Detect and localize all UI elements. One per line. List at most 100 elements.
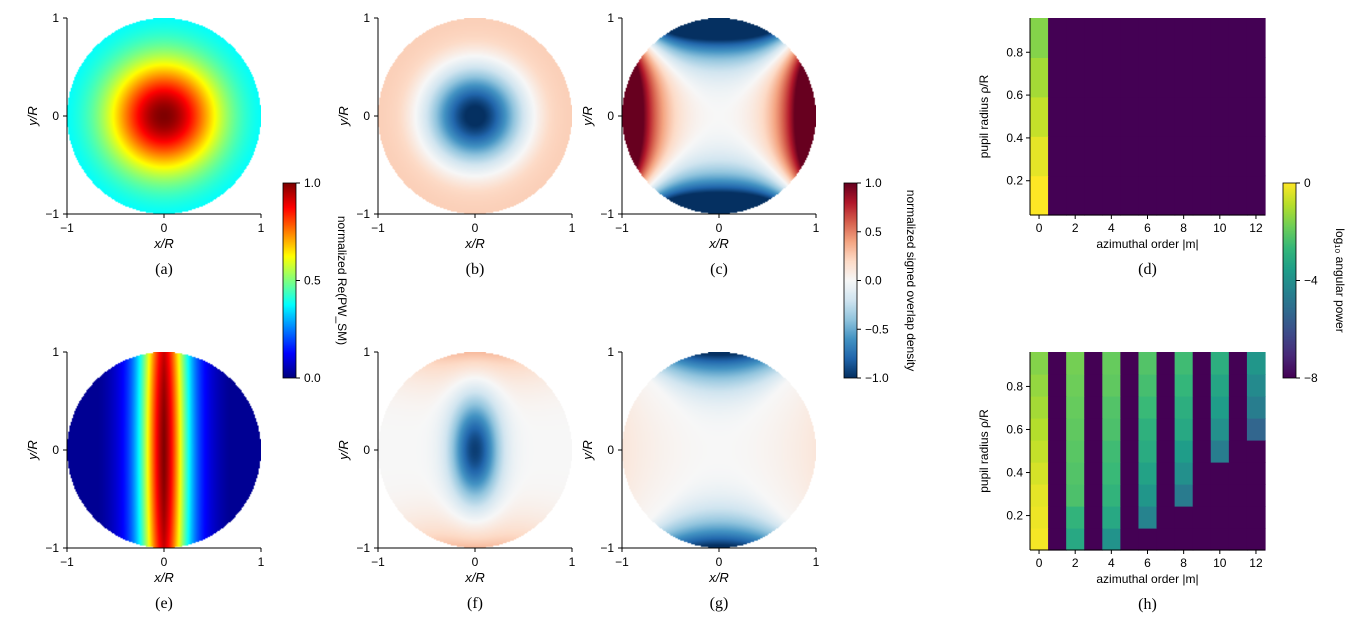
heatmap-cell — [1210, 136, 1230, 177]
heatmap-cell — [1066, 528, 1085, 551]
x-tick-label: 2 — [1072, 221, 1079, 235]
heatmap-cell — [1120, 484, 1140, 507]
heatmap-cell — [1246, 462, 1266, 485]
heatmap-cell — [1138, 57, 1158, 98]
heatmap-cell — [1246, 96, 1266, 137]
heatmap-cell — [1066, 96, 1085, 137]
heatmap-cell — [1228, 506, 1248, 529]
heatmap-cell — [1048, 352, 1067, 375]
heatmap-cell — [1030, 136, 1049, 177]
heatmap-cell — [1084, 136, 1103, 177]
heatmap-cell — [1246, 506, 1266, 529]
x-axis-label: x/R — [708, 570, 729, 585]
heatmap-cell — [1102, 396, 1121, 419]
x-axis-label: azimuthal order |m| — [1096, 572, 1198, 586]
heatmap-cell — [1138, 528, 1158, 551]
heatmap-cell — [1228, 136, 1248, 177]
heatmap-cell — [1120, 396, 1140, 419]
heatmap-cell — [1228, 418, 1248, 441]
heatmap-cell — [1174, 418, 1194, 441]
x-tick-label: −1 — [615, 221, 629, 235]
x-axis-label: x/R — [708, 236, 729, 251]
x-tick-label: 6 — [1144, 556, 1151, 570]
heatmap-cell — [1192, 57, 1212, 98]
heatmap-cell — [1138, 374, 1158, 397]
heatmap-cell — [1138, 396, 1158, 419]
heatmap-cell — [1156, 352, 1176, 375]
heatmap-cell — [1210, 440, 1230, 463]
panel-a: −1 0 1 −1 0 1 x/R y/R (a) — [25, 11, 265, 278]
heatmap-cell — [1048, 506, 1067, 529]
heatmap-cell — [1066, 484, 1085, 507]
heatmap-cell — [1246, 374, 1266, 397]
heatmap-cell — [1030, 528, 1049, 551]
heatmap-cell — [1048, 462, 1067, 485]
heatmap-cell — [1084, 18, 1103, 58]
heatmap-cell — [1192, 136, 1212, 177]
heatmap-cell — [1174, 136, 1194, 177]
heatmap-cell — [1084, 96, 1103, 137]
heatmap-cell — [1138, 96, 1158, 137]
y-tick-label: 1 — [363, 11, 370, 25]
colorbar-jet: 1.0 0.5 0.0 normalized Re(PW_SM) — [282, 176, 349, 385]
heatmap-cell — [1102, 96, 1121, 137]
heatmap-cell — [1102, 374, 1121, 397]
heatmap-cell — [1030, 96, 1049, 137]
heatmap-cell — [1192, 96, 1212, 137]
heatmap-cell — [1210, 18, 1230, 58]
heatmap-cell — [1174, 528, 1194, 551]
heatmap-disk-b — [378, 18, 572, 214]
x-tick-label: 0 — [161, 221, 168, 235]
y-axis-label: y/R — [336, 106, 351, 127]
x-tick-label: 10 — [1213, 221, 1227, 235]
colorbar-label: normalized signed overlap density — [904, 190, 918, 371]
heatmap-cell — [1228, 57, 1248, 98]
heatmap-cell — [1138, 352, 1158, 375]
heatmap-cell — [1246, 484, 1266, 507]
heatmap-cell — [1156, 484, 1176, 507]
panel-g: −1 0 1 −1 0 1 x/R y/R (g) — [580, 345, 820, 612]
heatmap-cell — [1120, 374, 1140, 397]
heatmap-cell — [1048, 484, 1067, 507]
heatmap-cell — [1228, 96, 1248, 137]
y-tick-label: 1 — [607, 11, 614, 25]
x-tick-label: 1 — [569, 555, 576, 569]
heatmap-cell — [1048, 57, 1067, 98]
y-tick-label: 0 — [52, 109, 59, 123]
heatmap-cell — [1156, 175, 1176, 216]
heatmap-disk-c — [622, 18, 816, 214]
x-axis-label: x/R — [153, 570, 174, 585]
heatmap-cell — [1066, 396, 1085, 419]
panel-label: (d) — [1138, 261, 1157, 278]
heatmap-cell — [1084, 506, 1103, 529]
heatmap-cell — [1246, 440, 1266, 463]
y-tick-label: 0.2 — [1006, 509, 1023, 523]
heatmap-cell — [1210, 396, 1230, 419]
y-tick-label: 0.8 — [1006, 379, 1023, 393]
heatmap-cell — [1210, 96, 1230, 137]
heatmap-cell — [1228, 484, 1248, 507]
heatmap-cell — [1138, 506, 1158, 529]
heatmap-cell — [1192, 440, 1212, 463]
heatmap-cell — [1174, 440, 1194, 463]
y-tick-label: 1 — [52, 11, 59, 25]
y-tick-label: 0.2 — [1006, 174, 1023, 188]
heatmap-cell — [1138, 484, 1158, 507]
heatmap-cell — [1192, 396, 1212, 419]
heatmap-cell — [1030, 352, 1049, 375]
heatmap-cell — [1192, 418, 1212, 441]
colorbar-tick-label: −8 — [1304, 371, 1318, 385]
heatmap-cell — [1246, 396, 1266, 419]
heatmap-cell — [1030, 418, 1049, 441]
x-tick-label: 0 — [472, 221, 479, 235]
y-tick-label: −1 — [600, 541, 614, 555]
panel-label: (f) — [467, 595, 483, 612]
heatmap-cell — [1228, 462, 1248, 485]
colorbar-tick-label: 0.5 — [865, 225, 882, 239]
x-tick-label: 2 — [1072, 556, 1079, 570]
heatmap-cell — [1066, 440, 1085, 463]
colorbar-tick-label: 1.0 — [304, 176, 321, 190]
heatmap-cell — [1156, 528, 1176, 551]
y-axis-label: y/R — [25, 106, 40, 127]
y-tick-label: −1 — [600, 207, 614, 221]
